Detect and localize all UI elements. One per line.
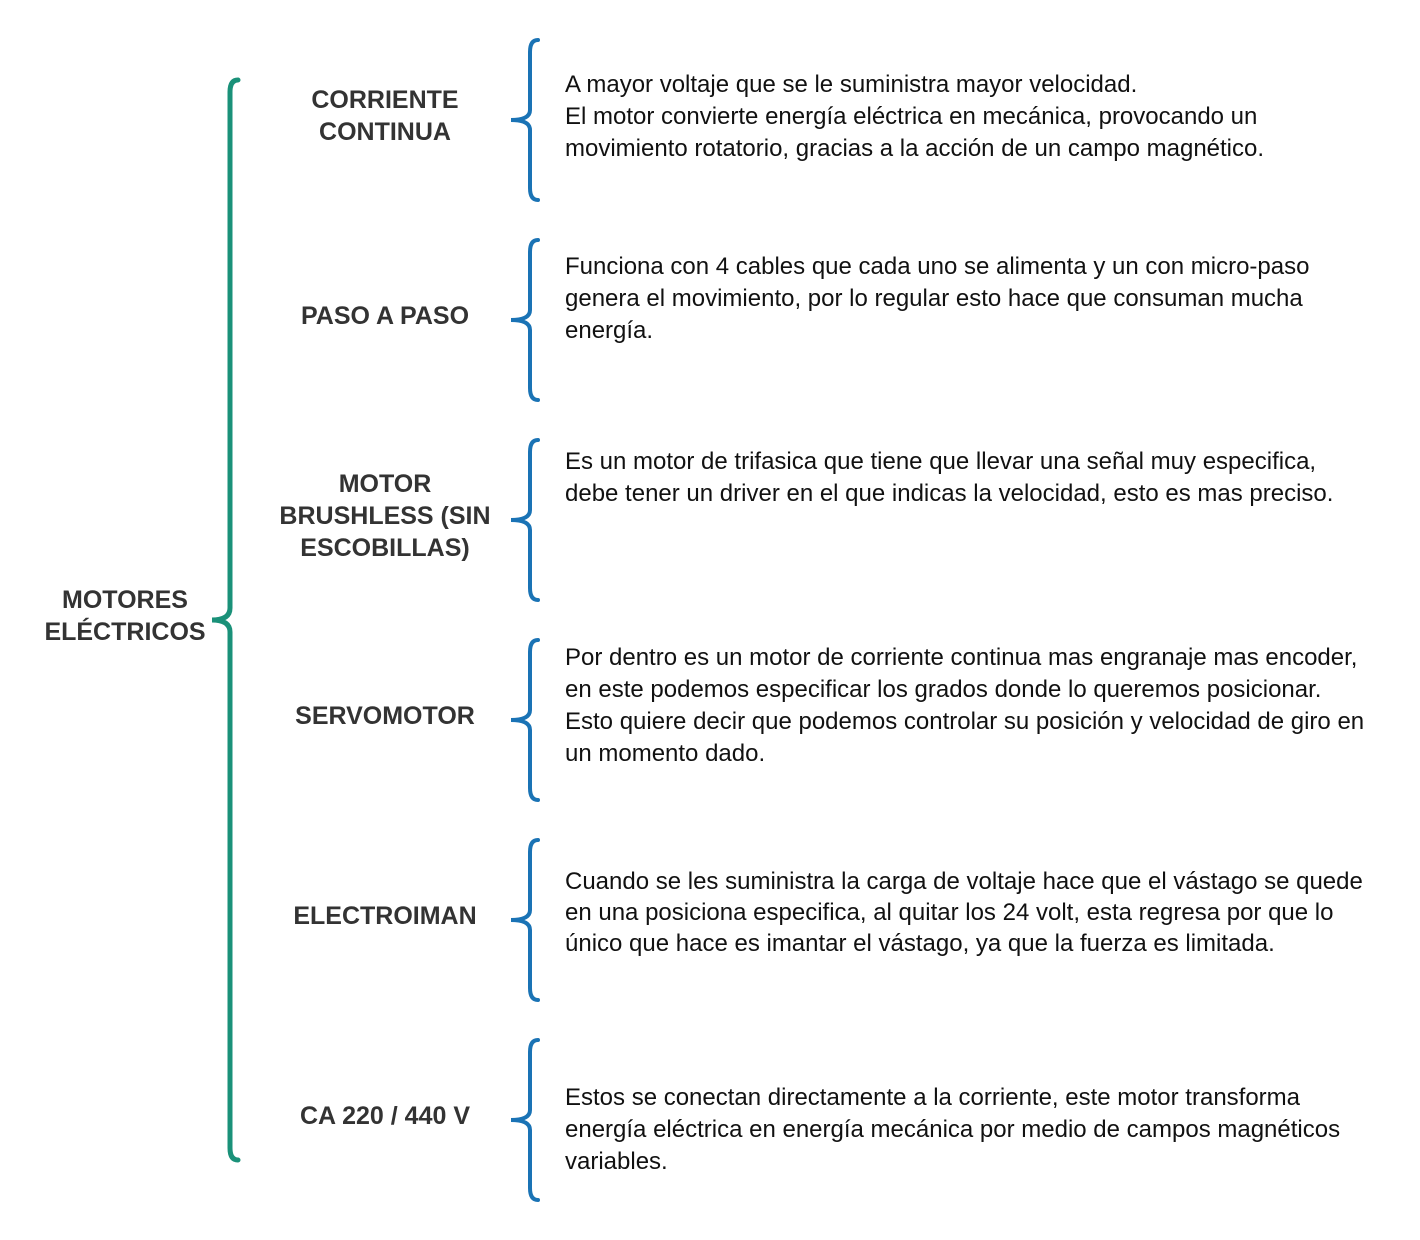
branch-brace-ca-220-440 <box>510 1038 540 1202</box>
branch-label-corriente-continua: CORRIENTE CONTINUA <box>311 86 459 146</box>
root-label: MOTORES ELÉCTRICOS <box>44 586 206 646</box>
branch-label-motor-brushless: MOTOR BRUSHLESS (SIN ESCOBILLAS) <box>279 470 491 562</box>
branch-label-servomotor: SERVOMOTOR <box>295 702 475 730</box>
branch-label-ca-220-440: CA 220 / 440 V <box>299 1102 470 1130</box>
branch-label-paso-a-paso: PASO A PASO <box>300 302 470 330</box>
branch-description-electroiman: Cuando se les suministra la carga de vol… <box>565 868 1363 957</box>
main-brace <box>211 77 241 1163</box>
branch-description-corriente-continua: A mayor voltaje que se le suministra may… <box>565 71 1265 162</box>
branch-description-motor-brushless: Es un motor de trifasica que tiene que l… <box>565 448 1334 507</box>
branch-brace-paso-a-paso <box>510 238 540 402</box>
branch-description-servomotor: Por dentro es un motor de corriente cont… <box>565 644 1365 767</box>
branch-brace-electroiman <box>510 838 540 1002</box>
branch-brace-servomotor <box>510 638 540 802</box>
branch-description-paso-a-paso: Funciona con 4 cables que cada uno se al… <box>565 253 1310 344</box>
branch-brace-motor-brushless <box>510 438 540 602</box>
branch-description-ca-220-440: Estos se conectan directamente a la corr… <box>565 1084 1341 1175</box>
branch-brace-corriente-continua <box>510 38 540 202</box>
branch-label-electroiman: ELECTROIMAN <box>293 902 477 930</box>
